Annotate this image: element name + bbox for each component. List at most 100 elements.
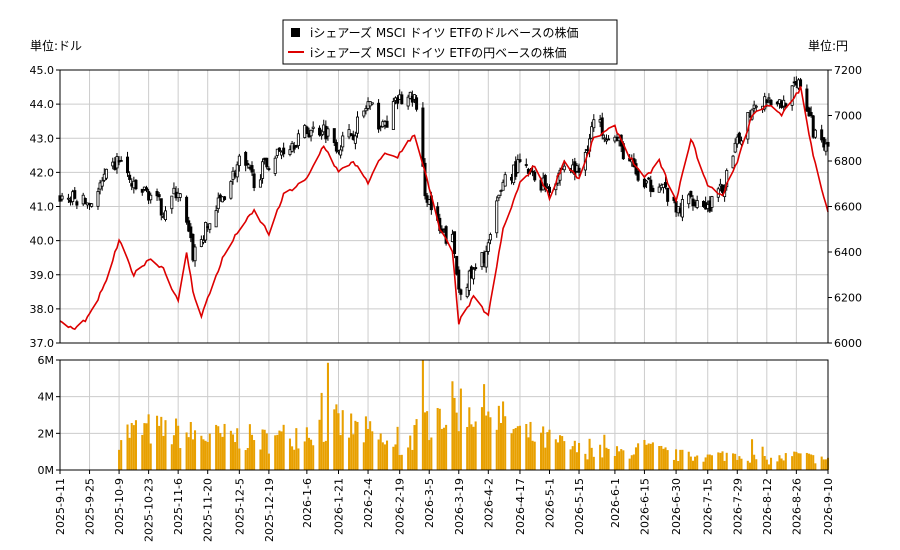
volume-bar [767, 464, 770, 470]
volume-bar [398, 454, 401, 470]
usd-candle [163, 210, 167, 221]
left-tick-label: 43.0 [30, 132, 55, 145]
volume-bar [765, 459, 768, 470]
usd-candle [265, 157, 269, 168]
volume-bar [392, 446, 395, 470]
volume-bar [288, 438, 292, 470]
usd-candle [332, 128, 336, 143]
volume-bar [400, 454, 403, 470]
usd-candle [809, 112, 813, 117]
volume-bar [126, 424, 129, 470]
volume-bar [120, 440, 123, 470]
usd-candle [90, 203, 94, 207]
volume-bar [736, 459, 739, 470]
volume-bar [487, 411, 490, 470]
volume-bar [571, 446, 574, 470]
volume-bar [337, 413, 340, 470]
volume-bar [706, 454, 709, 470]
volume-bar [428, 440, 431, 470]
legend-usd-label: iシェアーズ MSCI ドイツ ETFのドルベースの株価 [310, 25, 579, 40]
volume-bar [219, 433, 222, 470]
x-tick-label: 2025-11-6 [172, 478, 185, 535]
usd-candle [472, 268, 476, 280]
usd-candle [320, 134, 324, 137]
volume-bar [326, 362, 329, 470]
usd-candle [769, 99, 773, 106]
usd-candle [725, 170, 729, 188]
volume-bar [312, 445, 315, 470]
volume-bar [822, 459, 825, 470]
usd-candle [600, 117, 604, 136]
volume-bar [274, 435, 277, 470]
volume-bar [599, 444, 602, 470]
usd-candle [408, 91, 412, 99]
volume-bar [415, 419, 418, 470]
usd-candle [562, 165, 566, 171]
volume-bar [223, 423, 226, 470]
volume-bar [364, 416, 367, 470]
usd-candle [104, 168, 108, 179]
volume-bar [666, 450, 669, 470]
volume-bar [430, 437, 433, 470]
volume-bar [118, 449, 121, 470]
volume-bar [158, 425, 161, 470]
volume-bar [164, 420, 167, 470]
right-tick-label: 6200 [834, 292, 862, 305]
volume-bar [280, 431, 283, 470]
right-tick-label: 6800 [834, 155, 862, 168]
x-tick-label: 2025-12-19 [263, 478, 276, 542]
usd-candle [83, 198, 87, 205]
volume-bar [578, 442, 581, 470]
volume-bar [339, 435, 342, 470]
volume-bar [797, 453, 800, 470]
volume-bar [556, 442, 559, 470]
usd-candle [649, 179, 653, 192]
x-tick-label: 2026-2-19 [394, 478, 407, 535]
usd-candle [261, 161, 265, 179]
usd-candle [318, 127, 322, 136]
volume-bar [755, 459, 758, 470]
volume-bar [770, 457, 773, 470]
volume-bar [436, 407, 439, 470]
volume-bar [221, 436, 224, 470]
volume-bar [681, 449, 684, 470]
volume-tick-label: 2M [38, 427, 55, 440]
x-tick-label: 2026-7-15 [702, 478, 715, 535]
volume-bar [421, 360, 424, 470]
volume-bar [396, 426, 399, 470]
volume-bar [263, 429, 266, 470]
volume-bar [702, 461, 705, 470]
volume-bar [426, 411, 429, 470]
usd-candle [145, 187, 149, 191]
usd-candle [193, 246, 197, 262]
volume-bar [740, 458, 743, 470]
volume-bar [805, 452, 808, 470]
usd-candle [170, 195, 174, 210]
left-axis-ticks: 37.0 38.0 39.0 40.0 41.0 42.0 43.0 44.0 45.0 [30, 64, 60, 350]
volume-bar [175, 418, 178, 470]
usd-candle [516, 159, 520, 173]
left-tick-label: 44.0 [30, 98, 55, 111]
volume-tick-label: 4M [38, 391, 55, 404]
usd-candle [820, 129, 824, 141]
volume-bar [244, 450, 247, 470]
volume-bar [575, 452, 578, 470]
x-tick-label: 2025-10-23 [143, 478, 156, 542]
x-tick-label: 2026-9-10 [822, 478, 835, 535]
volume-bar [261, 429, 264, 470]
volume-axis-ticks: 0M 2M 4M 6M [38, 354, 60, 477]
volume-bar [531, 440, 534, 470]
usd-candle [178, 193, 182, 198]
volume-bar [723, 460, 726, 470]
usd-candle [400, 94, 404, 105]
volume-bar [607, 448, 610, 470]
usd-candle [252, 173, 256, 189]
usd-candle [157, 194, 161, 198]
volume-bar [675, 449, 678, 470]
volume-bar [573, 440, 576, 470]
volume-bar [259, 449, 262, 470]
volume-bar [470, 424, 473, 470]
usd-candle [602, 137, 606, 140]
volume-bar [367, 428, 370, 470]
usd-candle [334, 142, 338, 152]
